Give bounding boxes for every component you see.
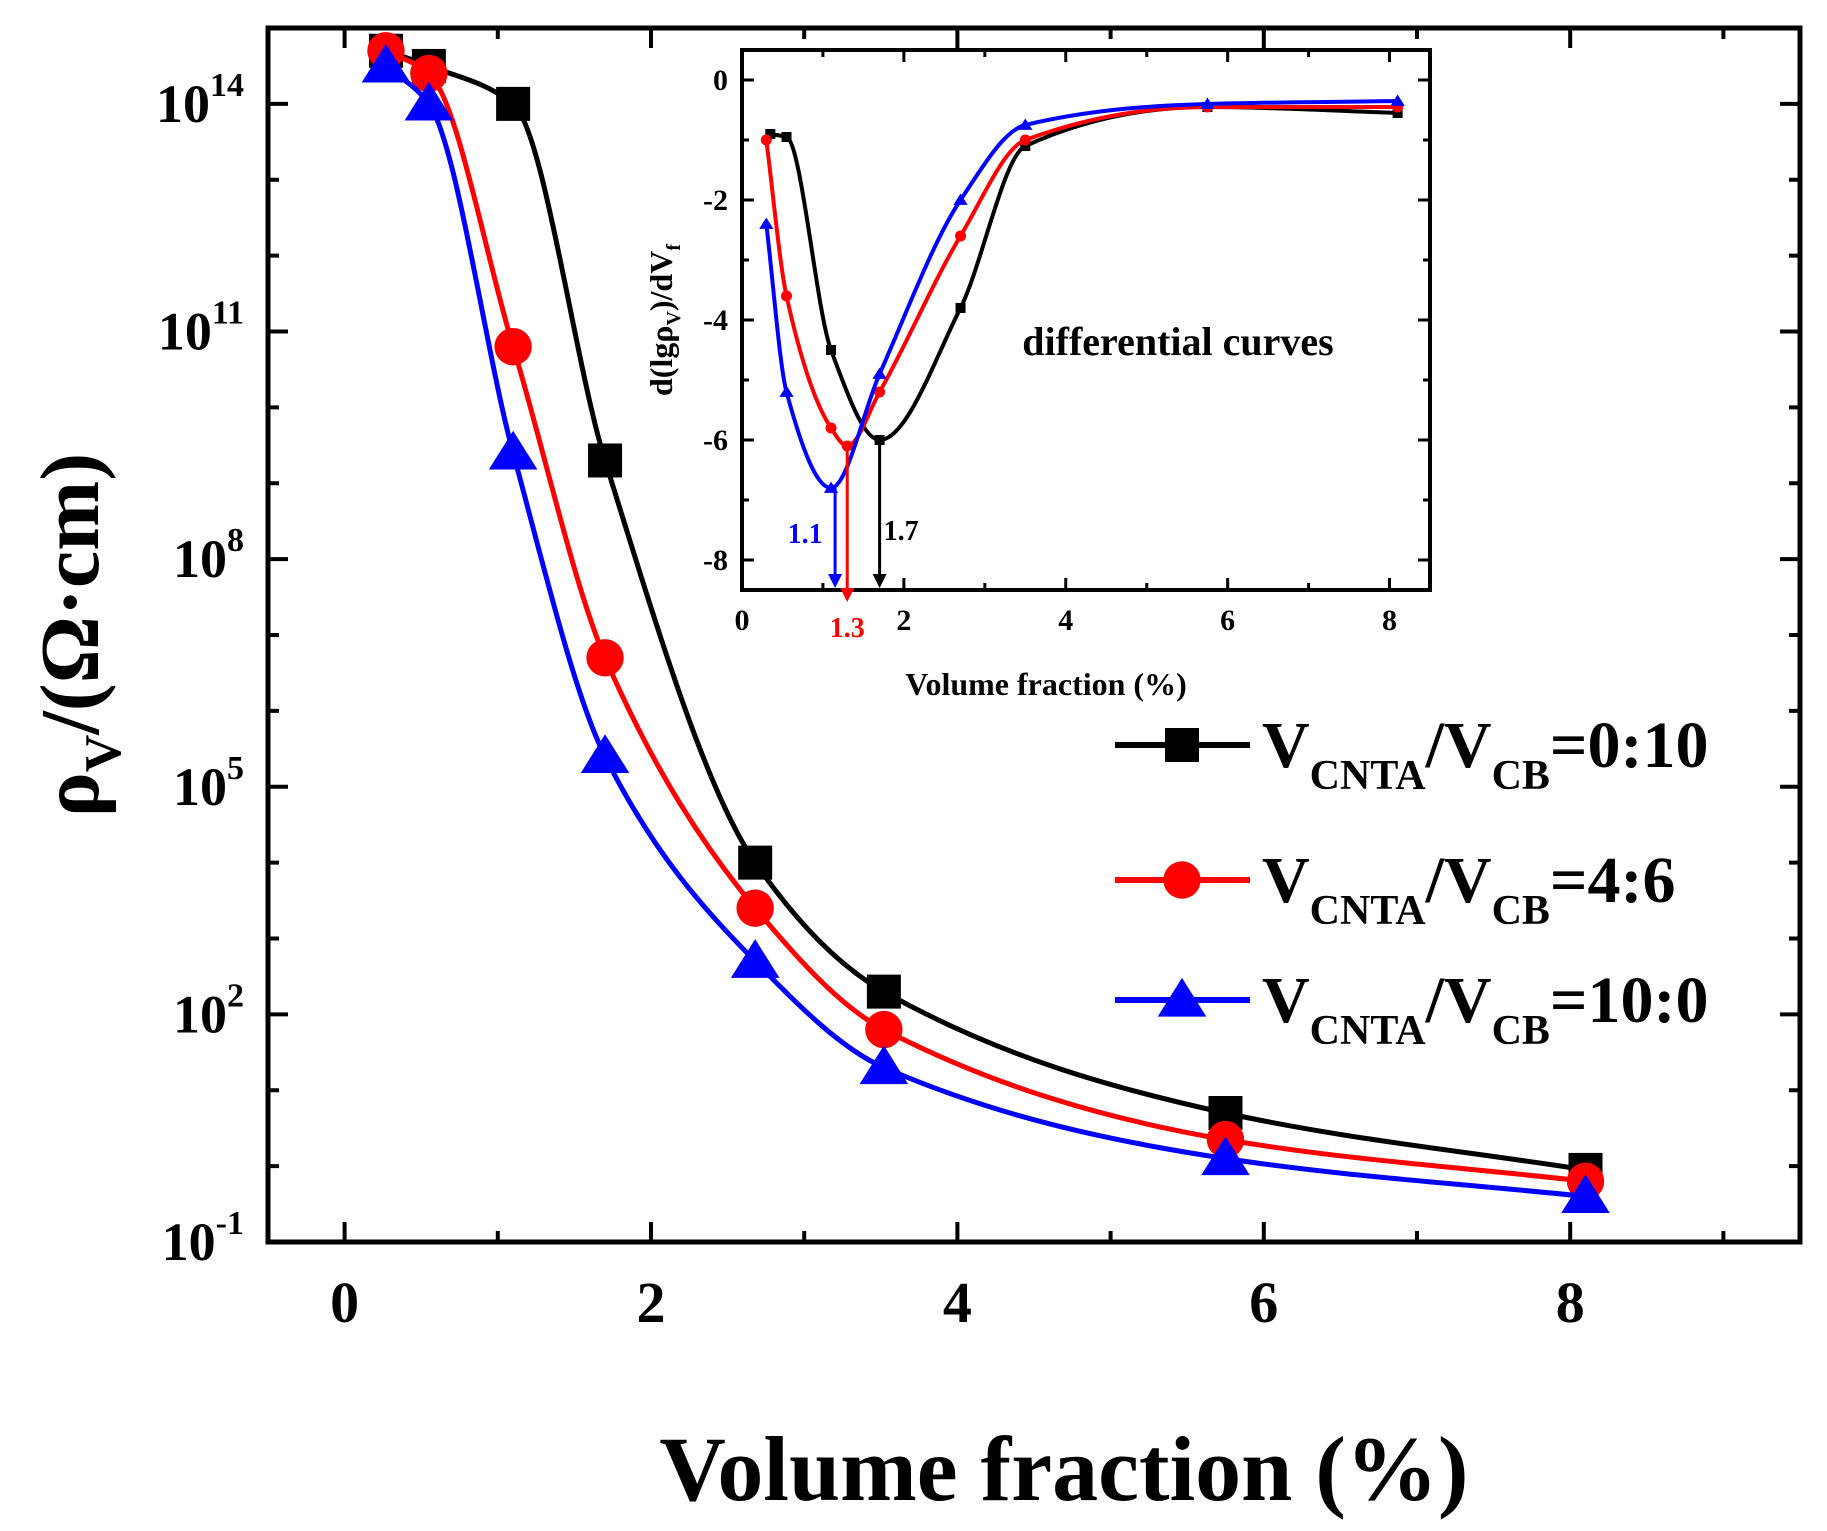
inset-y-axis-label: d(lgρV)/dVf	[643, 244, 685, 396]
y-tick-label: 1011	[158, 295, 244, 362]
inset-series-line	[764, 99, 1398, 491]
arrow-head-icon	[840, 588, 855, 602]
inset-x-tick-label: 2	[896, 604, 911, 637]
inset-data-point	[779, 385, 794, 397]
inset-plot: 0 2 4 6 8 0 -2 -4 -6 -8 Volume fraction (%) d(lgρV)…	[643, 48, 1432, 702]
inset-annotation: differential curves	[1022, 319, 1333, 364]
inset-data-point	[825, 422, 837, 434]
inset-series-triangle	[759, 94, 1405, 493]
legend-entry: VCNTA/VCB=10:0	[1115, 964, 1709, 1054]
inset-y-tick-label: 0	[713, 64, 728, 97]
data-point	[410, 54, 448, 93]
x-tick-label: 6	[1249, 1270, 1278, 1335]
legend-marker	[1157, 977, 1207, 1017]
minimum-marker: 1.1	[788, 488, 843, 588]
legend-marker	[1165, 728, 1199, 762]
data-point	[1201, 1136, 1250, 1176]
minimum-label: 1.1	[788, 519, 823, 550]
inset-x-tick-label: 4	[1058, 604, 1073, 637]
y-tick-label: 1014	[156, 67, 244, 134]
x-tick-label: 2	[637, 1270, 666, 1335]
data-point	[488, 430, 538, 470]
x-tick-label: 0	[330, 1270, 359, 1335]
y-tick-label: 10-1	[162, 1205, 244, 1272]
legend-entry: VCNTA/VCB=0:10	[1115, 709, 1709, 799]
legend-entry: VCNTA/VCB=4:6	[1115, 844, 1676, 934]
data-point	[588, 443, 623, 478]
x-tick-label: 4	[943, 1270, 972, 1335]
legend-label: VCNTA/VCB=10:0	[1262, 964, 1709, 1054]
inset-x-axis-label: Volume fraction (%)	[905, 666, 1186, 702]
inset-data-point	[1019, 134, 1031, 146]
inset-data-point	[826, 345, 837, 355]
data-point	[865, 1010, 903, 1049]
inset-data-point	[781, 132, 792, 142]
series-triangle	[361, 43, 1610, 1214]
data-point	[580, 734, 630, 773]
inset-data-point	[781, 290, 793, 302]
inset-data-point	[1020, 141, 1031, 151]
inset-data-point	[953, 193, 968, 205]
inset-x-tick-label: 6	[1220, 604, 1235, 637]
legend-label: VCNTA/VCB=4:6	[1262, 844, 1676, 934]
inset-y-tick-label: -8	[703, 544, 728, 577]
arrow-head-icon	[872, 574, 887, 588]
data-point	[859, 1045, 909, 1085]
data-point	[404, 81, 454, 121]
inset-x-tick-label: 0	[735, 604, 750, 637]
minimum-marker: 1.3	[830, 446, 865, 644]
data-point	[586, 639, 624, 677]
data-point	[866, 974, 901, 1009]
inset-y-tick-label: -4	[703, 304, 728, 337]
x-tick-label: 8	[1556, 1270, 1585, 1335]
y-tick-label: 102	[173, 977, 244, 1044]
inset-frame	[740, 48, 1432, 592]
inset-x-tick-label: 8	[1382, 604, 1397, 637]
inset-series-line	[764, 104, 1398, 449]
x-axis-label: Volume fraction (%)	[659, 1418, 1468, 1520]
legend-label: VCNTA/VCB=0:10	[1262, 709, 1709, 799]
y-tick-label: 108	[173, 522, 244, 589]
data-point	[738, 845, 773, 880]
inset-data-point	[955, 230, 967, 242]
data-point	[1561, 1174, 1610, 1214]
legend-marker	[1163, 861, 1201, 899]
inset-data-point	[759, 217, 774, 229]
inset-data-point	[955, 303, 966, 313]
legend: VCNTA/VCB=0:10 VCNTA/VCB=4:6 VCNTA/VCB=10:…	[1115, 709, 1709, 1054]
y-axis-label: ρV/(Ω·cm)	[24, 453, 132, 817]
inset-y-tick-label: -6	[703, 424, 728, 457]
inset-data-point	[1390, 94, 1405, 106]
inset-data-point	[1018, 118, 1033, 130]
inset-data-point	[1392, 108, 1403, 118]
data-point	[730, 939, 780, 978]
data-point	[494, 327, 532, 366]
inset-data-point	[760, 134, 772, 146]
y-tick-label: 105	[173, 750, 244, 817]
arrow-head-icon	[828, 574, 843, 588]
inset-series-circle	[760, 101, 1404, 452]
minimum-label: 1.7	[884, 516, 919, 547]
inset-data-point	[872, 367, 887, 379]
data-point	[496, 86, 531, 121]
minimum-label: 1.3	[830, 613, 865, 644]
data-point	[736, 889, 774, 927]
inset-y-tick-label: -2	[703, 184, 728, 217]
inset-data-point	[765, 129, 776, 139]
inset-data-point	[1200, 97, 1215, 109]
minimum-marker: 1.7	[872, 440, 919, 588]
main-plot: 0 2 4 6 8 10-1 102 105 108 1011 1014 Volume fractio…	[24, 25, 1803, 1520]
inset-data-point	[874, 386, 886, 398]
data-point	[361, 43, 411, 83]
